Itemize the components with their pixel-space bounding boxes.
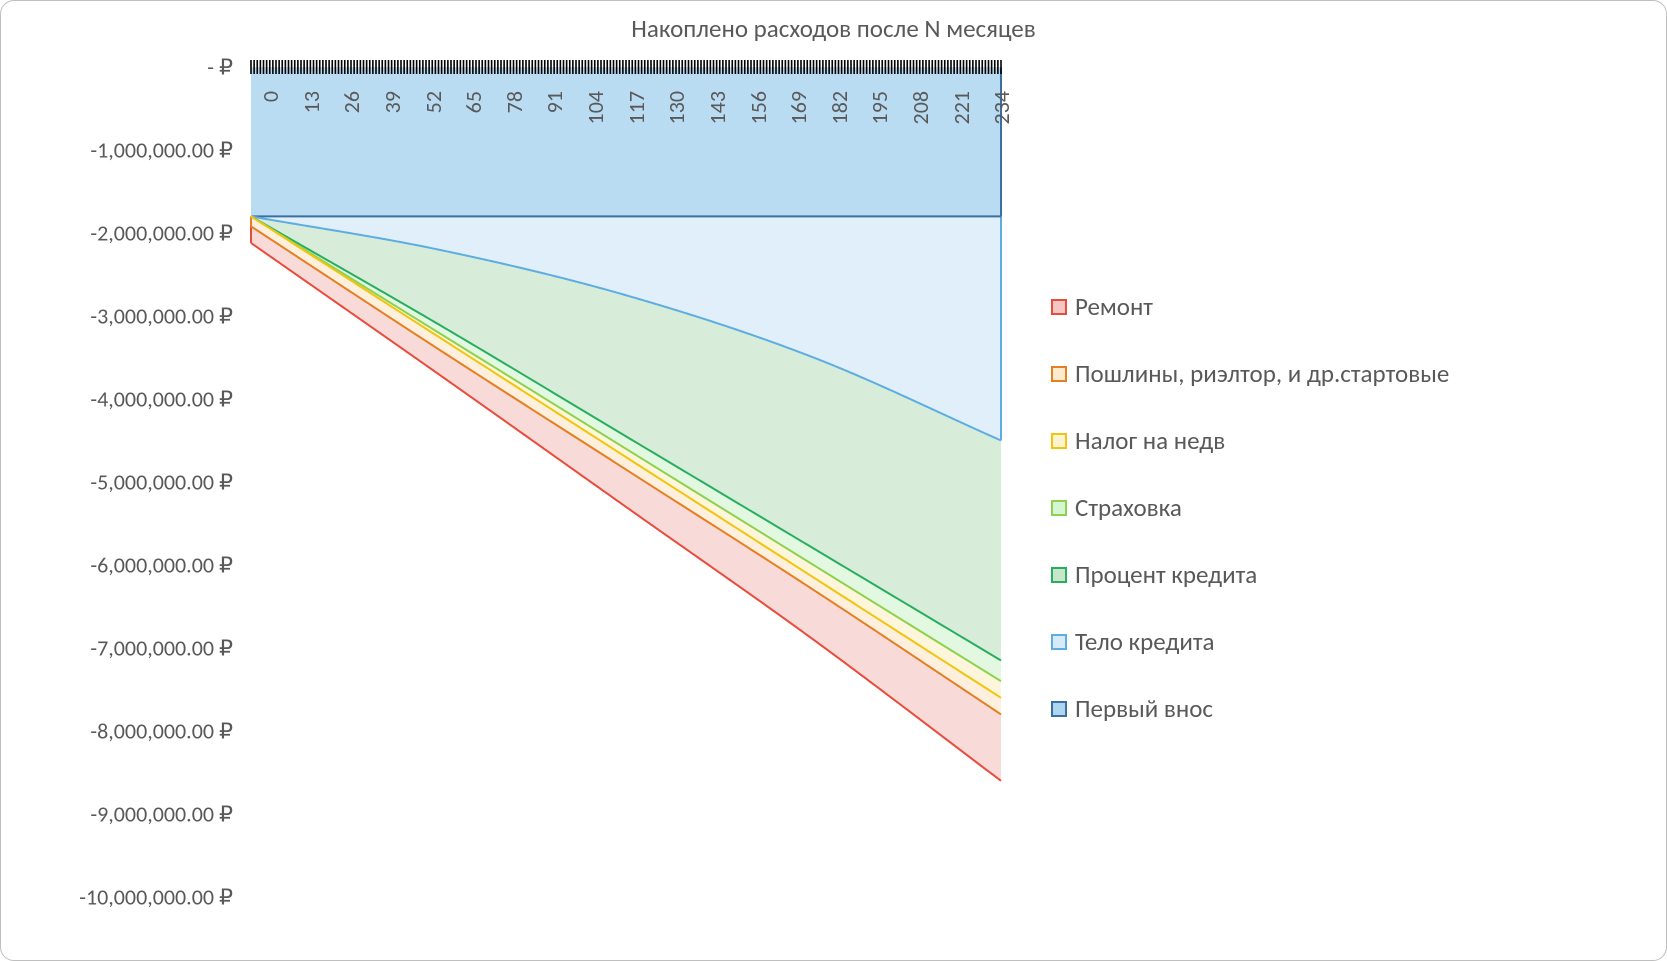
- legend-swatch: [1051, 567, 1067, 583]
- legend-swatch: [1051, 366, 1067, 382]
- chart-title: Накоплено расходов после N месяцев: [1, 13, 1666, 44]
- chart-frame: Накоплено расходов после N месяцев - ₽ -…: [0, 0, 1667, 961]
- legend-item: Налог на недв: [1051, 425, 1449, 456]
- legend-item: Первый внос: [1051, 693, 1449, 724]
- legend-label: Ремонт: [1075, 291, 1153, 322]
- legend-swatch: [1051, 433, 1067, 449]
- legend-swatch: [1051, 701, 1067, 717]
- x-tick-label: 169: [785, 91, 812, 124]
- legend-item: Ремонт: [1051, 291, 1449, 322]
- x-axis: 0 13 26 39 52 65 78 91 104 117 130 143 156 169 182 195 2…: [251, 91, 1001, 211]
- x-tick-label: 13: [298, 91, 325, 113]
- x-tick-label: 234: [988, 91, 1015, 124]
- x-tick-label: 156: [745, 91, 772, 124]
- y-tick-label: -8,000,000.00 ₽: [90, 718, 233, 745]
- y-axis: - ₽ -1,000,000.00 ₽-2,000,000.00 ₽-3,000…: [1, 67, 233, 897]
- legend-item: Процент кредита: [1051, 559, 1449, 590]
- legend-label: Тело кредита: [1075, 626, 1215, 657]
- legend-label: Налог на недв: [1075, 425, 1225, 456]
- x-tick-label: 208: [907, 91, 934, 124]
- x-tick-label: 78: [501, 91, 528, 113]
- legend-item: Пошлины, риэлтор, и др.стартовые: [1051, 358, 1449, 389]
- legend-label: Пошлины, риэлтор, и др.стартовые: [1075, 358, 1449, 389]
- y-tick-label: -3,000,000.00 ₽: [90, 303, 233, 330]
- x-tick-label: 91: [541, 91, 568, 113]
- y-tick-label: -4,000,000.00 ₽: [90, 386, 233, 413]
- legend-swatch: [1051, 299, 1067, 315]
- legend-label: Первый внос: [1075, 693, 1213, 724]
- x-tick-label: 26: [338, 91, 365, 113]
- x-tick-label: 130: [663, 91, 690, 124]
- legend-swatch: [1051, 634, 1067, 650]
- x-tick-label: 65: [460, 91, 487, 113]
- x-tick-label: 143: [704, 91, 731, 124]
- x-tick-label: 221: [948, 91, 975, 124]
- y-tick-label: -1,000,000.00 ₽: [90, 137, 233, 164]
- legend-item: Страховка: [1051, 492, 1449, 523]
- legend-label: Процент кредита: [1075, 559, 1257, 590]
- y-tick-label: -7,000,000.00 ₽: [90, 635, 233, 662]
- x-tick-label: 182: [826, 91, 853, 124]
- y-tick-label: -10,000,000.00 ₽: [79, 884, 233, 911]
- legend-swatch: [1051, 500, 1067, 516]
- y-tick-label: -5,000,000.00 ₽: [90, 469, 233, 496]
- x-tick-label: 195: [866, 91, 893, 124]
- legend-item: Тело кредита: [1051, 626, 1449, 657]
- legend-label: Страховка: [1075, 492, 1182, 523]
- x-tick-label: 104: [582, 91, 609, 124]
- x-tick-label: 39: [379, 91, 406, 113]
- x-tick-label: 0: [257, 91, 284, 102]
- y-tick-label: -2,000,000.00 ₽: [90, 220, 233, 247]
- x-tick-label: 117: [623, 91, 650, 124]
- y-tick-label: -6,000,000.00 ₽: [90, 552, 233, 579]
- y-tick-label: -9,000,000.00 ₽: [90, 801, 233, 828]
- legend: Ремонт Пошлины, риэлтор, и др.стартовые На…: [1051, 291, 1449, 760]
- y-tick-label: - ₽: [207, 54, 233, 81]
- x-tick-label: 52: [420, 91, 447, 113]
